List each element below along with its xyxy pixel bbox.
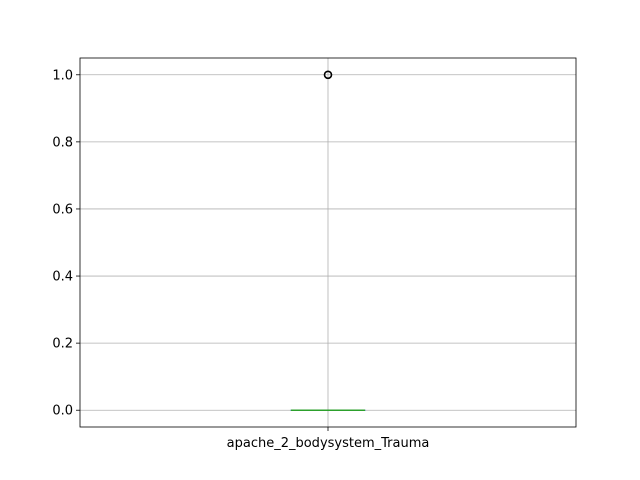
y-tick-label: 0.0 [52, 404, 73, 419]
y-tick-label: 0.8 [52, 135, 73, 150]
x-tick-label: apache_2_bodysystem_Trauma [227, 436, 430, 451]
y-tick-label: 0.2 [52, 337, 73, 352]
y-tick-label: 1.0 [52, 68, 73, 83]
y-tick-label: 0.6 [52, 202, 73, 217]
y-tick-label: 0.4 [52, 270, 73, 285]
